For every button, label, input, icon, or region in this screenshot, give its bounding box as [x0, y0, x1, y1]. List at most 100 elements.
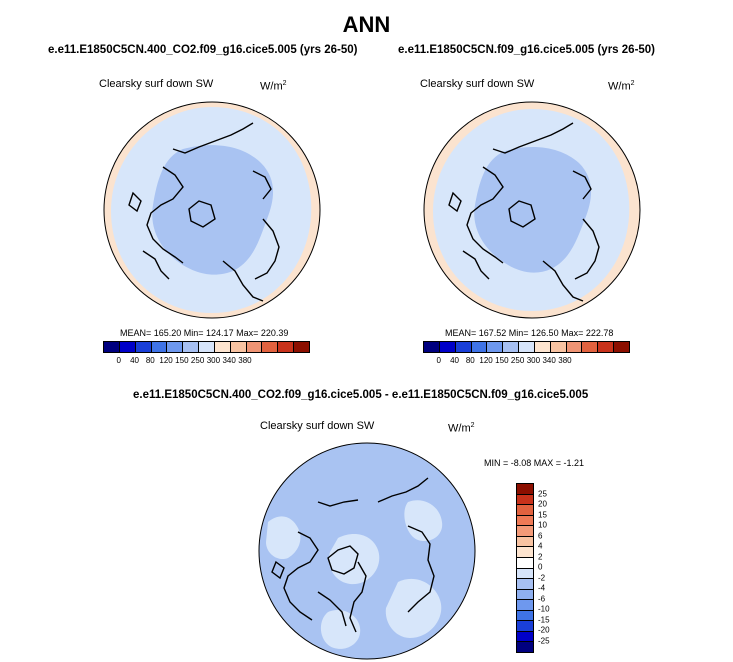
panel2-units: W/m2	[608, 80, 635, 93]
panel1-stats: MEAN= 165.20 Min= 124.17 Max= 220.39	[120, 328, 289, 338]
colorbar-swatch	[487, 342, 504, 352]
colorbar-swatch	[455, 342, 472, 352]
panel2-variable-label: Clearsky surf down SW	[420, 78, 535, 90]
panel2-stats: MEAN= 167.52 Min= 126.50 Max= 222.78	[445, 328, 614, 338]
diff-stats: MIN = -8.08 MAX = -1.21	[484, 458, 585, 468]
colorbar-swatch	[517, 515, 533, 527]
diff-map-border	[258, 442, 476, 660]
colorbar-tick-label: 25	[538, 489, 547, 498]
colorbar-swatch	[517, 484, 533, 495]
diff-light-patch-center	[328, 534, 380, 585]
colorbar-tick-label: 40	[130, 356, 139, 365]
main-title: ANN	[342, 12, 391, 37]
colorbar-tick-label: 2	[538, 552, 543, 561]
panel2-colorbar	[423, 341, 630, 353]
colorbar-tick-label: -10	[538, 604, 550, 614]
colorbar-tick-label: 340	[542, 356, 556, 365]
colorbar-tick-label: -2	[538, 573, 546, 582]
colorbar-tick-label: 300	[206, 356, 221, 365]
colorbar-tick-label: 4	[538, 541, 543, 551]
colorbar-tick-label: 150	[495, 356, 509, 365]
colorbar-tick-label: 80	[465, 356, 475, 365]
colorbar-tick-label: 120	[159, 356, 173, 365]
colorbar-tick-label: 300	[526, 356, 541, 365]
colorbar-tick-label: 0	[538, 562, 543, 572]
colorbar-swatch	[119, 342, 136, 352]
panel2-colorbar-ticks: 0 40 80 120 150 250 300 340 380	[423, 356, 628, 368]
diff-colorbar-ticks: 25 20 15 10 6 4 2 0 -2 -4 -6 -10 -15 -20 -25	[538, 483, 568, 651]
colorbar-swatch	[598, 342, 615, 352]
colorbar-swatch	[519, 342, 535, 352]
colorbar-swatch	[199, 342, 215, 352]
colorbar-swatch	[294, 342, 309, 352]
colorbar-tick-label: 150	[175, 356, 189, 365]
diff-variable-label: Clearsky surf down SW	[260, 420, 375, 432]
panel1-case-title: e.e11.E1850C5CN.400_CO2.f09_g16.cice5.00…	[48, 44, 358, 56]
panel1-colorbar-ticks: 0 40 80 120 150 250 300 340 380	[103, 356, 308, 368]
colorbar-swatch	[517, 600, 533, 611]
panel1-map-border	[103, 101, 321, 319]
colorbar-swatch	[135, 342, 152, 352]
colorbar-tick-label: 10	[538, 520, 547, 530]
colorbar-swatch	[439, 342, 456, 352]
colorbar-tick-label: -20	[538, 625, 550, 635]
colorbar-swatch	[517, 547, 533, 558]
colorbar-tick-label: -6	[538, 594, 546, 603]
colorbar-swatch	[614, 342, 629, 352]
colorbar-swatch	[534, 342, 551, 352]
colorbar-swatch	[517, 505, 533, 516]
panel1-coastlines	[128, 122, 280, 302]
colorbar-swatch	[503, 342, 520, 352]
diff-units: W/m2	[448, 422, 475, 435]
colorbar-tick-label: 15	[538, 510, 547, 519]
colorbar-swatch	[262, 342, 279, 352]
colorbar-swatch	[246, 342, 263, 352]
colorbar-tick-label: 120	[479, 356, 493, 365]
panel1-units: W/m2	[260, 80, 287, 93]
colorbar-swatch	[278, 342, 295, 352]
diff-polar-map	[258, 442, 476, 660]
panel2-polar-map	[423, 101, 641, 319]
colorbar-swatch	[517, 610, 533, 622]
colorbar-swatch	[151, 342, 168, 352]
colorbar-tick-label: 340	[222, 356, 236, 365]
colorbar-swatch	[566, 342, 583, 352]
colorbar-tick-label: 0	[116, 356, 121, 365]
colorbar-tick-label: 20	[538, 499, 547, 509]
colorbar-swatch	[517, 526, 533, 537]
panel2-coastlines	[448, 122, 600, 302]
diff-title: e.e11.E1850C5CN.400_CO2.f09_g16.cice5.00…	[133, 389, 589, 401]
colorbar-tick-label: 380	[238, 356, 252, 365]
panel1-variable-label: Clearsky surf down SW	[99, 78, 214, 90]
diff-coastlines	[271, 477, 435, 633]
diff-light-patch-northeast	[404, 500, 443, 542]
diff-colorbar	[516, 483, 534, 653]
colorbar-swatch	[517, 642, 533, 652]
colorbar-swatch	[517, 579, 533, 590]
colorbar-swatch	[424, 342, 440, 352]
colorbar-swatch	[517, 536, 533, 548]
colorbar-swatch	[183, 342, 200, 352]
colorbar-swatch	[517, 631, 533, 643]
colorbar-tick-label: 0	[436, 356, 441, 365]
panel1-colorbar	[103, 341, 310, 353]
colorbar-tick-label: 250	[510, 356, 525, 365]
panel2-case-title: e.e11.E1850C5CN.f09_g16.cice5.005 (yrs 2…	[398, 44, 656, 56]
colorbar-tick-label: 80	[145, 356, 155, 365]
colorbar-tick-label: 380	[558, 356, 572, 365]
colorbar-tick-label: 40	[450, 356, 459, 365]
colorbar-tick-label: -4	[538, 583, 546, 593]
colorbar-swatch	[167, 342, 184, 352]
colorbar-swatch	[582, 342, 599, 352]
panel2-map-border	[423, 101, 641, 319]
diff-light-patch-west	[266, 516, 301, 560]
colorbar-swatch	[471, 342, 488, 352]
colorbar-tick-label: -15	[538, 615, 550, 624]
colorbar-swatch	[517, 568, 533, 580]
panel1-polar-map	[103, 101, 321, 319]
colorbar-tick-label: 250	[190, 356, 205, 365]
colorbar-swatch	[214, 342, 231, 352]
colorbar-swatch	[517, 557, 533, 569]
colorbar-swatch	[517, 494, 533, 506]
colorbar-swatch	[230, 342, 247, 352]
